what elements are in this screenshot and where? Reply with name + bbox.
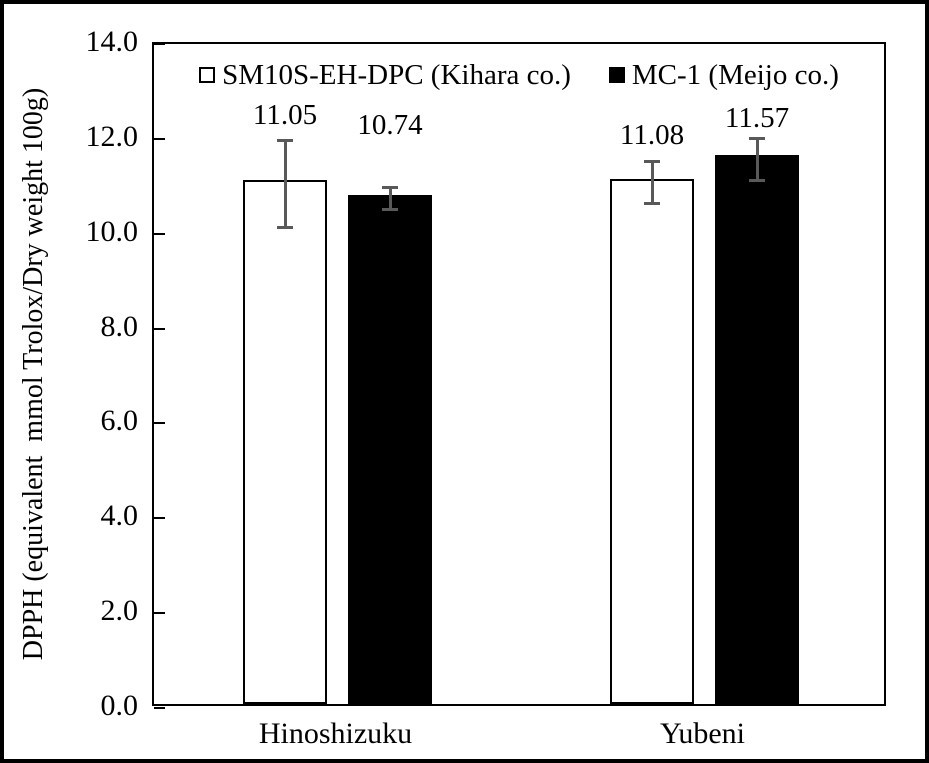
y-axis-title: DPPH (equivalent mmol Trolox/Dry weight …: [18, 87, 49, 661]
value-label: 11.08: [619, 119, 685, 152]
x-category-label: Yubeni: [660, 717, 745, 750]
error-bar-cap: [277, 225, 293, 229]
y-axis-tick: [154, 612, 165, 615]
error-bar: [388, 186, 392, 211]
y-axis-tick: [154, 707, 165, 709]
error-bar-cap: [382, 185, 398, 189]
y-tick-label: 12.0: [85, 119, 139, 153]
error-bar: [650, 161, 654, 204]
error-bar: [283, 140, 287, 228]
value-label: 11.05: [252, 99, 318, 132]
x-category-label: Hinoshizuku: [258, 717, 413, 750]
bar-hinoshizuku-series1: [243, 179, 327, 704]
error-bar-cap: [382, 208, 398, 212]
y-axis-tick: [154, 43, 165, 45]
legend-item: MC-1 (Meijo co.): [608, 58, 839, 92]
bar-hinoshizuku-series2: [348, 194, 432, 704]
y-tick-label: 0.0: [100, 689, 139, 722]
error-bar: [755, 137, 759, 181]
y-tick-label: 10.0: [85, 214, 139, 248]
plot-area: SM10S-EH-DPC (Kihara co.) MC-1 (Meijo co.…: [152, 42, 886, 709]
error-bar-cap: [277, 139, 293, 143]
y-axis-tick: [154, 327, 165, 330]
y-axis-tick: [154, 517, 165, 520]
legend-series-name: MC-1 (Meijo co.): [631, 59, 839, 91]
error-bar-cap: [644, 201, 660, 205]
error-bar-cap: [749, 178, 765, 182]
legend-swatch-icon: [608, 67, 625, 83]
y-tick-label: 8.0: [100, 309, 139, 343]
y-tick-label: 14.0: [85, 25, 139, 58]
y-axis-tick: [154, 232, 165, 235]
legend: SM10S-EH-DPC (Kihara co.) MC-1 (Meijo co.…: [154, 58, 884, 92]
legend-series-name: SM10S-EH-DPC (Kihara co.): [222, 59, 571, 91]
y-axis-tick: [154, 137, 165, 140]
y-axis-tick: [154, 422, 165, 425]
error-bar-cap: [749, 136, 765, 140]
y-tick-label: 2.0: [100, 594, 139, 628]
bar-yubeni-series1: [610, 178, 694, 704]
bar-yubeni-series2: [715, 155, 799, 704]
y-tick-label: 6.0: [100, 404, 139, 438]
value-label: 10.74: [357, 108, 423, 141]
legend-item: SM10S-EH-DPC (Kihara co.): [199, 58, 571, 92]
error-bar-cap: [644, 160, 660, 164]
legend-swatch-icon: [199, 67, 216, 83]
y-tick-label: 4.0: [100, 499, 139, 533]
value-label: 11.57: [724, 101, 790, 134]
